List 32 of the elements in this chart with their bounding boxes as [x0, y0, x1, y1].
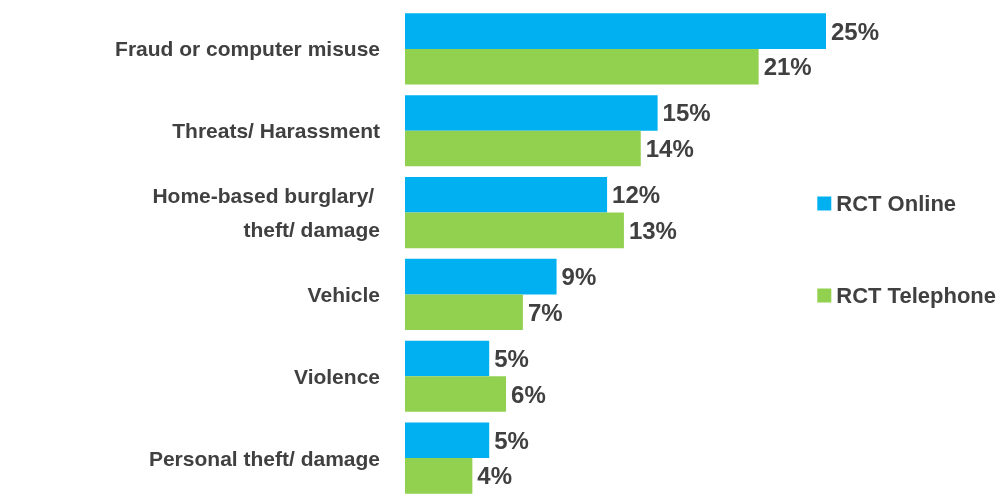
y-tick-label: Fraud or computer misuse: [115, 37, 380, 61]
data-label: 25%: [831, 17, 880, 45]
data-label: 21%: [763, 53, 812, 81]
data-label: 7%: [527, 298, 563, 326]
data-label: 6%: [511, 380, 546, 408]
data-label: 9%: [561, 263, 597, 291]
legend-label: RCT Telephone: [836, 283, 997, 308]
data-label: 13%: [628, 216, 677, 244]
bar: [405, 258, 557, 295]
data-label: 12%: [612, 181, 661, 209]
bar: [405, 48, 759, 85]
bar: [405, 95, 658, 131]
bar: [405, 212, 624, 249]
bar: [405, 340, 490, 377]
y-tick-label: Threats/ Harassment: [172, 119, 380, 143]
bar: [405, 130, 641, 167]
bar: [405, 458, 473, 494]
data-label: 5%: [494, 344, 529, 372]
data-label: 4%: [477, 462, 513, 490]
bar: [405, 176, 608, 213]
bar: [405, 294, 523, 331]
data-label: 5%: [494, 426, 529, 454]
y-tick-label: Personal theft/ damage: [148, 446, 380, 470]
bar: [405, 13, 826, 49]
data-label: 14%: [645, 135, 694, 163]
y-tick-label: Violence: [294, 364, 380, 388]
y-tick-label: Home-based burglary/ theft/ damage: [152, 184, 380, 242]
y-tick-label: Vehicle: [307, 282, 380, 306]
bar: [405, 376, 507, 412]
data-label: 15%: [662, 99, 711, 127]
bar: [405, 422, 490, 459]
legend-label: RCT Online: [836, 191, 957, 216]
